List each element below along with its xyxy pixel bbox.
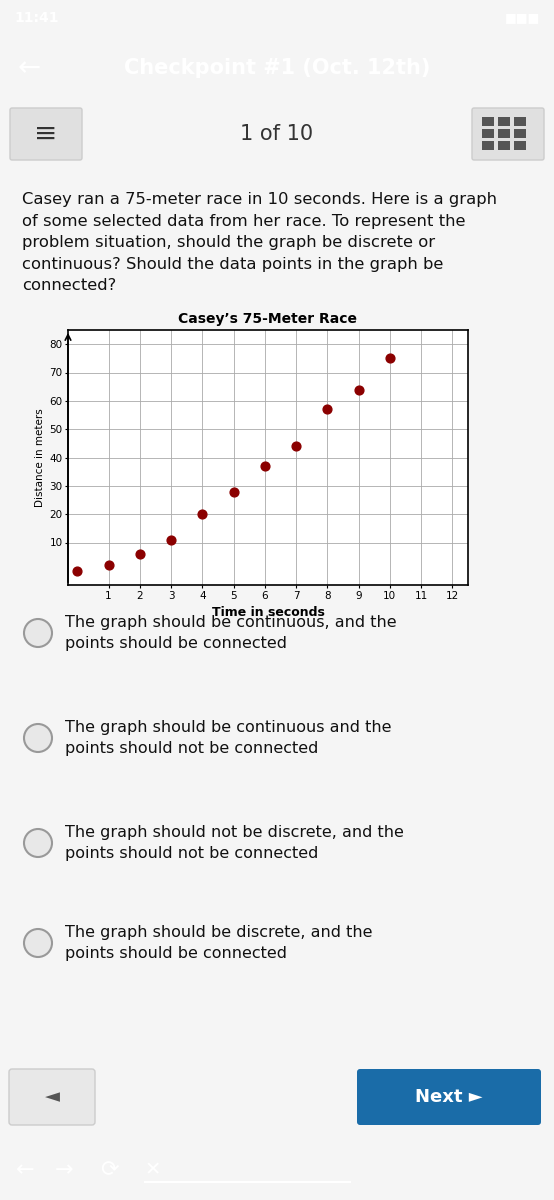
Point bbox=[292, 437, 301, 456]
Text: 11:41: 11:41 bbox=[14, 11, 59, 25]
FancyBboxPatch shape bbox=[10, 108, 82, 160]
Text: 1 of 10: 1 of 10 bbox=[240, 124, 314, 144]
Bar bbox=[498, 128, 510, 138]
Text: Next ►: Next ► bbox=[415, 1088, 483, 1106]
FancyBboxPatch shape bbox=[9, 1069, 95, 1126]
Text: The graph should be continuous, and the
points should be connected: The graph should be continuous, and the … bbox=[65, 614, 397, 650]
Bar bbox=[482, 118, 494, 126]
Point bbox=[73, 562, 82, 581]
Bar bbox=[514, 128, 526, 138]
Circle shape bbox=[24, 619, 52, 647]
Point bbox=[135, 545, 144, 564]
Text: ◄: ◄ bbox=[44, 1087, 59, 1106]
Bar bbox=[498, 118, 510, 126]
FancyBboxPatch shape bbox=[357, 1069, 541, 1126]
Circle shape bbox=[24, 829, 52, 857]
Circle shape bbox=[24, 724, 52, 752]
Text: Casey ran a 75-meter race in 10 seconds. Here is a graph
of some selected data f: Casey ran a 75-meter race in 10 seconds.… bbox=[22, 192, 497, 293]
Text: ■■■: ■■■ bbox=[505, 12, 540, 24]
Bar bbox=[482, 140, 494, 150]
Y-axis label: Distance in meters: Distance in meters bbox=[35, 408, 45, 506]
Title: Casey’s 75-Meter Race: Casey’s 75-Meter Race bbox=[178, 312, 357, 326]
Text: ✕: ✕ bbox=[145, 1160, 161, 1180]
Circle shape bbox=[24, 929, 52, 958]
X-axis label: Time in seconds: Time in seconds bbox=[212, 606, 325, 619]
Point bbox=[104, 556, 113, 575]
Bar bbox=[514, 118, 526, 126]
Text: The graph should be discrete, and the
points should be connected: The graph should be discrete, and the po… bbox=[65, 925, 372, 961]
Bar bbox=[482, 128, 494, 138]
Point bbox=[167, 530, 176, 550]
Point bbox=[260, 456, 269, 475]
FancyBboxPatch shape bbox=[472, 108, 544, 160]
Point bbox=[386, 349, 394, 368]
Point bbox=[323, 400, 332, 419]
Point bbox=[229, 482, 238, 502]
Text: ≡: ≡ bbox=[34, 120, 58, 148]
Text: Checkpoint #1 (Oct. 12th): Checkpoint #1 (Oct. 12th) bbox=[124, 58, 430, 78]
Bar bbox=[498, 140, 510, 150]
Text: ⟳: ⟳ bbox=[100, 1160, 119, 1180]
Point bbox=[198, 504, 207, 523]
Text: →: → bbox=[55, 1160, 74, 1180]
Bar bbox=[514, 140, 526, 150]
Text: ←: ← bbox=[16, 1160, 34, 1180]
Text: ←: ← bbox=[18, 54, 41, 82]
Text: The graph should be continuous and the
points should not be connected: The graph should be continuous and the p… bbox=[65, 720, 392, 756]
Point bbox=[354, 380, 363, 400]
Text: The graph should not be discrete, and the
points should not be connected: The graph should not be discrete, and th… bbox=[65, 826, 404, 862]
